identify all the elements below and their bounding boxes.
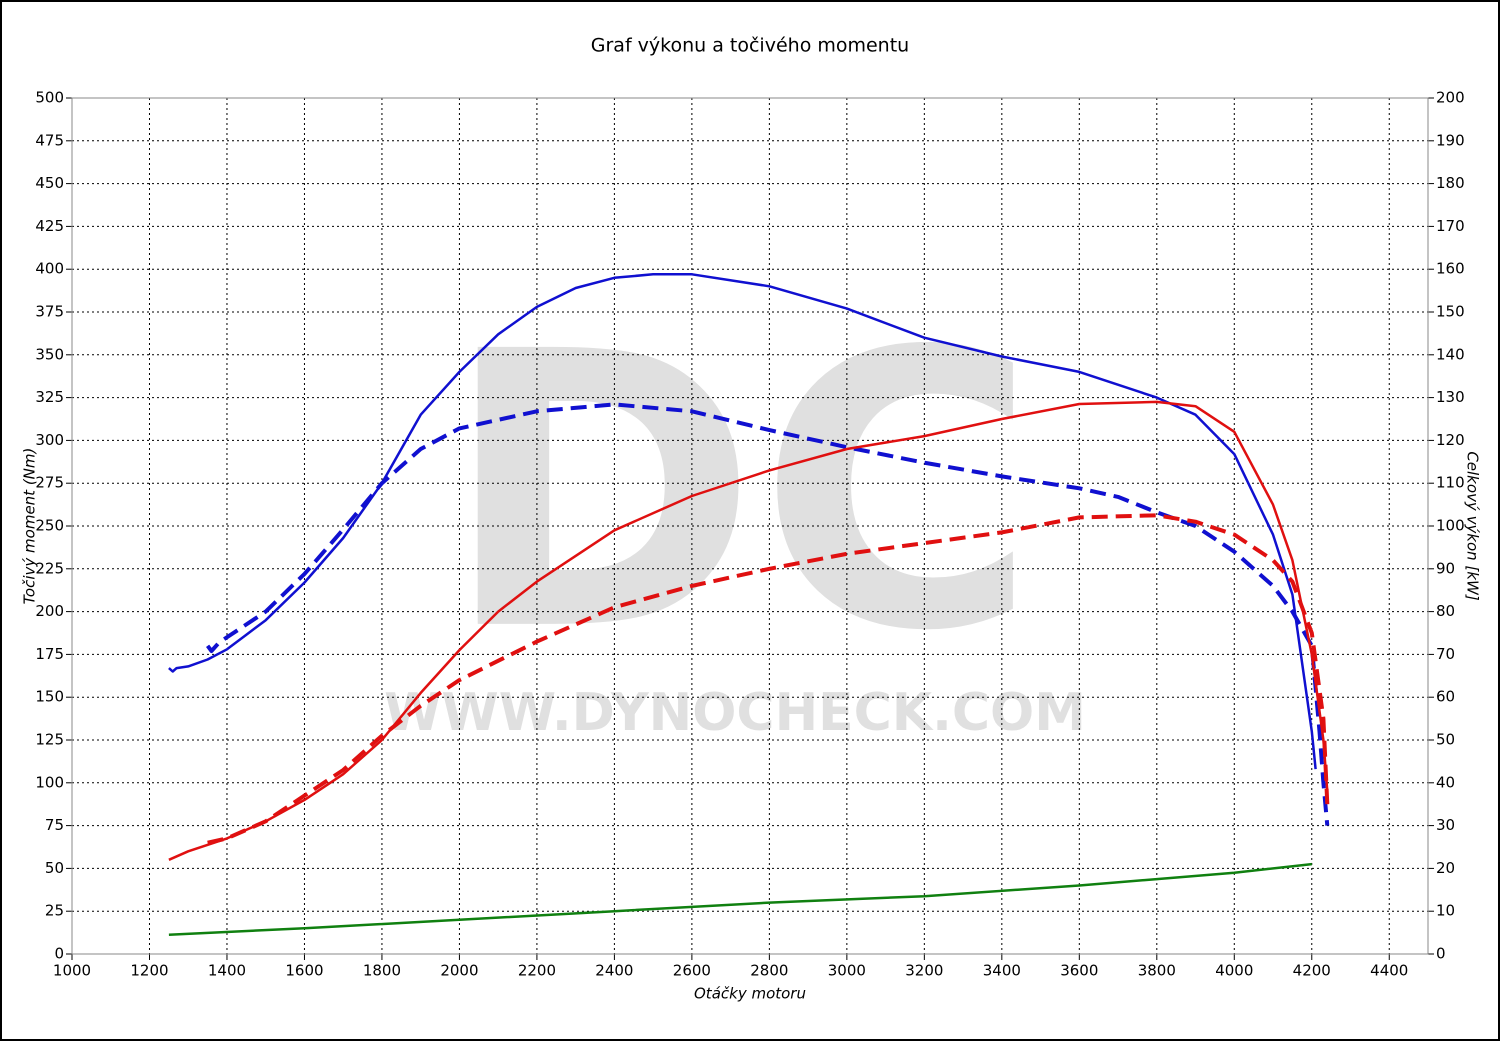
- y2-tick-label: 130: [1436, 388, 1465, 406]
- chart-title: Graf výkonu a točivého momentu: [591, 35, 909, 57]
- plot-area: [71, 97, 1429, 955]
- x-tick-label: 1400: [208, 962, 246, 980]
- x-tick-label: 2400: [595, 962, 633, 980]
- y-tick-label: 475: [35, 131, 64, 149]
- y-tick-label: 50: [45, 859, 64, 877]
- x-tick-label: 2800: [750, 962, 788, 980]
- x-tick-label: 4000: [1215, 962, 1253, 980]
- y2-tick-label: 120: [1436, 431, 1465, 449]
- y2-tick-label: 200: [1436, 89, 1465, 107]
- y2-tick-label: 40: [1436, 773, 1455, 791]
- y2-tick-label: 110: [1436, 474, 1465, 492]
- x-tick-label: 3600: [1060, 962, 1098, 980]
- y-tick-label: 100: [35, 773, 64, 791]
- y2-tick-label: 100: [1436, 517, 1465, 535]
- x-tick-label: 4200: [1293, 962, 1331, 980]
- watermark-url: WWW.DYNOCHECK.COM: [384, 683, 1086, 743]
- x-tick-label: 2000: [440, 962, 478, 980]
- series-line: [168, 273, 1317, 770]
- x-tick-label: 1800: [363, 962, 401, 980]
- x-axis-title: Otáčky motoru: [694, 985, 806, 1003]
- y-tick-label: 400: [35, 260, 64, 278]
- y-tick-label: 375: [35, 303, 64, 321]
- y-tick-label: 300: [35, 431, 64, 449]
- y-tick-label: 75: [45, 816, 64, 834]
- series-line: [168, 862, 1312, 936]
- series-line: [206, 402, 1330, 826]
- y2-tick-label: 60: [1436, 688, 1455, 706]
- y-tick-label: 250: [35, 517, 64, 535]
- y2-tick-label: 170: [1436, 217, 1465, 235]
- x-tick-label: 2600: [673, 962, 711, 980]
- y2-tick-label: 150: [1436, 303, 1465, 321]
- series-line: [207, 513, 1330, 845]
- x-tick-label: 4400: [1370, 962, 1408, 980]
- y-tick-label: 200: [35, 602, 64, 620]
- y-tick-label: 0: [54, 945, 64, 963]
- y2-tick-label: 50: [1436, 731, 1455, 749]
- y2-tick-label: 180: [1436, 174, 1465, 192]
- y-tick-label: 425: [35, 217, 64, 235]
- x-tick-label: 3800: [1138, 962, 1176, 980]
- y2-tick-label: 160: [1436, 260, 1465, 278]
- y-tick-label: 25: [45, 902, 64, 920]
- y-tick-label: 325: [35, 388, 64, 406]
- x-tick-label: 1000: [53, 962, 91, 980]
- y-tick-label: 450: [35, 174, 64, 192]
- y2-tick-label: 190: [1436, 131, 1465, 149]
- y2-tick-label: 90: [1436, 559, 1455, 577]
- y2-tick-label: 0: [1436, 945, 1446, 963]
- y-tick-label: 500: [35, 89, 64, 107]
- x-tick-label: 1600: [285, 962, 323, 980]
- x-tick-label: 3000: [828, 962, 866, 980]
- x-tick-label: 3400: [983, 962, 1021, 980]
- y2-tick-label: 10: [1436, 902, 1455, 920]
- y2-tick-label: 30: [1436, 816, 1455, 834]
- x-tick-label: 2200: [518, 962, 556, 980]
- series-line: [168, 400, 1329, 861]
- watermark-logo: DC: [443, 271, 1037, 714]
- y-tick-label: 350: [35, 345, 64, 363]
- y-tick-label: 225: [35, 559, 64, 577]
- y-tick-label: 150: [35, 688, 64, 706]
- y-tick-label: 125: [35, 731, 64, 749]
- y2-tick-label: 140: [1436, 345, 1465, 363]
- x-tick-label: 1200: [130, 962, 168, 980]
- y2-axis-title: Celkový výkon [kW]: [1464, 451, 1482, 601]
- y-tick-label: 175: [35, 645, 64, 663]
- y2-tick-label: 70: [1436, 645, 1455, 663]
- y2-tick-label: 20: [1436, 859, 1455, 877]
- y-tick-label: 275: [35, 474, 64, 492]
- y-axis-title: Točivý moment (Nm): [21, 448, 39, 605]
- x-tick-label: 3200: [905, 962, 943, 980]
- y2-tick-label: 80: [1436, 602, 1455, 620]
